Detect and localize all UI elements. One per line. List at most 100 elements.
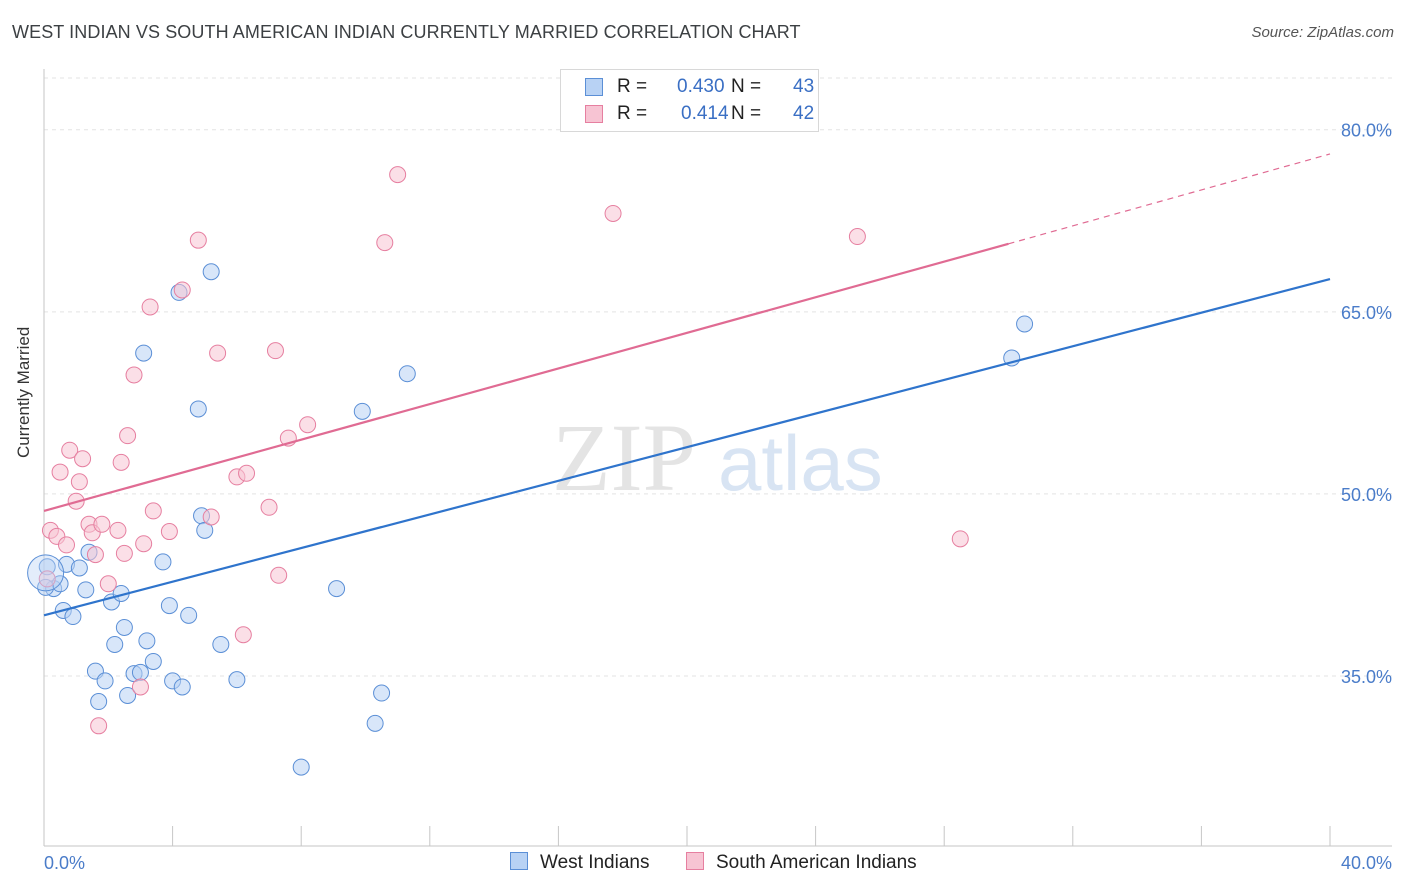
point-south-american-indians (270, 566, 288, 584)
point-west-indians (398, 365, 416, 383)
point-west-indians (1016, 315, 1034, 333)
watermark-atlas: atlas (718, 419, 883, 507)
x-tick-label: 0.0% (44, 853, 85, 873)
point-south-american-indians (115, 544, 133, 562)
trend-line-extension-south-american-indians (1008, 153, 1331, 245)
point-west-indians (96, 672, 114, 690)
point-west-indians (328, 580, 346, 598)
point-south-american-indians (376, 234, 394, 252)
trend-line-west-indians (43, 277, 1331, 617)
point-south-american-indians (202, 508, 220, 526)
legend-r-label: R = (617, 103, 648, 124)
point-west-indians (144, 652, 162, 670)
point-south-american-indians (389, 166, 407, 184)
point-south-american-indians (266, 342, 284, 360)
point-west-indians (119, 686, 137, 704)
point-west-indians (90, 693, 108, 711)
point-west-indians (160, 597, 178, 615)
y-tick-label: 80.0% (1341, 121, 1392, 141)
source-label: Source: ZipAtlas.com (1251, 24, 1394, 41)
point-south-american-indians (135, 535, 153, 553)
axes (43, 69, 1392, 847)
point-south-american-indians (848, 228, 866, 246)
point-south-american-indians (238, 464, 256, 482)
legend-n-value: 43 (793, 76, 815, 97)
point-south-american-indians (70, 473, 88, 491)
point-west-indians (77, 581, 95, 599)
watermark-zip: ZIP (552, 404, 696, 511)
y-tick-label: 50.0% (1341, 485, 1392, 505)
point-south-american-indians (160, 523, 178, 541)
point-south-american-indians (260, 498, 278, 516)
point-west-indians-cluster (27, 554, 65, 592)
point-west-indians (131, 663, 149, 681)
point-west-indians (212, 635, 230, 653)
point-west-indians (202, 263, 220, 281)
point-south-american-indians (86, 546, 104, 564)
bottom-legend-swatch-pink (686, 852, 704, 870)
point-west-indians (353, 402, 371, 420)
bottom-legend-south-american-indians: South American Indians (686, 852, 917, 874)
point-south-american-indians (951, 530, 969, 548)
point-west-indians (373, 684, 391, 702)
bottom-legend-label: South American Indians (716, 852, 917, 873)
point-west-indians (135, 344, 153, 362)
point-west-indians (64, 608, 82, 626)
stats-legend: R = 0.430 N = 43 R = 0.414 N = 42 (560, 69, 819, 132)
point-south-american-indians (234, 626, 252, 644)
point-south-american-indians (112, 453, 130, 471)
chart-title: WEST INDIAN VS SOUTH AMERICAN INDIAN CUR… (12, 22, 801, 42)
tick-labels: 35.0% 50.0% 65.0% 80.0% 0.0% 40.0% (44, 121, 1392, 873)
legend-n-label: N = (731, 103, 762, 124)
legend-r-label: R = (617, 76, 648, 97)
point-west-indians (154, 553, 172, 571)
point-west-indians (138, 632, 156, 650)
point-west-indians (366, 714, 384, 732)
point-south-american-indians (99, 575, 117, 593)
point-west-indians (292, 758, 310, 776)
point-west-indians (189, 400, 207, 418)
point-south-american-indians (51, 463, 69, 481)
point-south-american-indians (38, 570, 56, 588)
y-tick-label: 65.0% (1341, 303, 1392, 323)
point-west-indians (173, 678, 191, 696)
bottom-legend-west-indians: West Indians (510, 852, 649, 874)
point-south-american-indians (189, 231, 207, 249)
bottom-legend-swatch-blue (510, 852, 528, 870)
point-south-american-indians (141, 298, 159, 316)
point-west-indians (180, 606, 198, 624)
point-west-indians (115, 618, 133, 636)
y-tick-label: 35.0% (1341, 667, 1392, 687)
legend-r-value: 0.414 (681, 103, 729, 124)
x-tick-label: 40.0% (1341, 853, 1392, 873)
point-south-american-indians (90, 717, 108, 735)
legend-r-value: 0.430 (677, 76, 725, 97)
legend-swatch-pink (585, 105, 603, 123)
trend-line-south-american-indians (43, 242, 1009, 512)
point-south-american-indians (125, 366, 143, 384)
legend-swatch-blue (585, 78, 603, 96)
legend-n-label: N = (731, 76, 762, 97)
point-south-american-indians (604, 204, 622, 222)
point-west-indians (106, 635, 124, 653)
data-points (27, 166, 1034, 776)
point-south-american-indians (58, 536, 76, 554)
trend-lines (43, 153, 1331, 617)
watermark: ZIP atlas (552, 404, 883, 511)
point-west-indians (70, 559, 88, 577)
point-south-american-indians (173, 281, 191, 299)
point-south-american-indians (144, 502, 162, 520)
point-west-indians (228, 671, 246, 689)
point-south-american-indians (93, 515, 111, 533)
legend-n-value: 42 (793, 103, 815, 124)
point-south-american-indians (299, 416, 317, 434)
point-south-american-indians (209, 344, 227, 362)
gridlines (43, 77, 1392, 846)
point-south-american-indians (131, 678, 149, 696)
point-south-american-indians (74, 450, 92, 468)
point-south-american-indians (61, 441, 79, 459)
point-south-american-indians (109, 521, 127, 539)
point-south-american-indians (119, 427, 137, 445)
bottom-legend-label: West Indians (540, 852, 650, 873)
